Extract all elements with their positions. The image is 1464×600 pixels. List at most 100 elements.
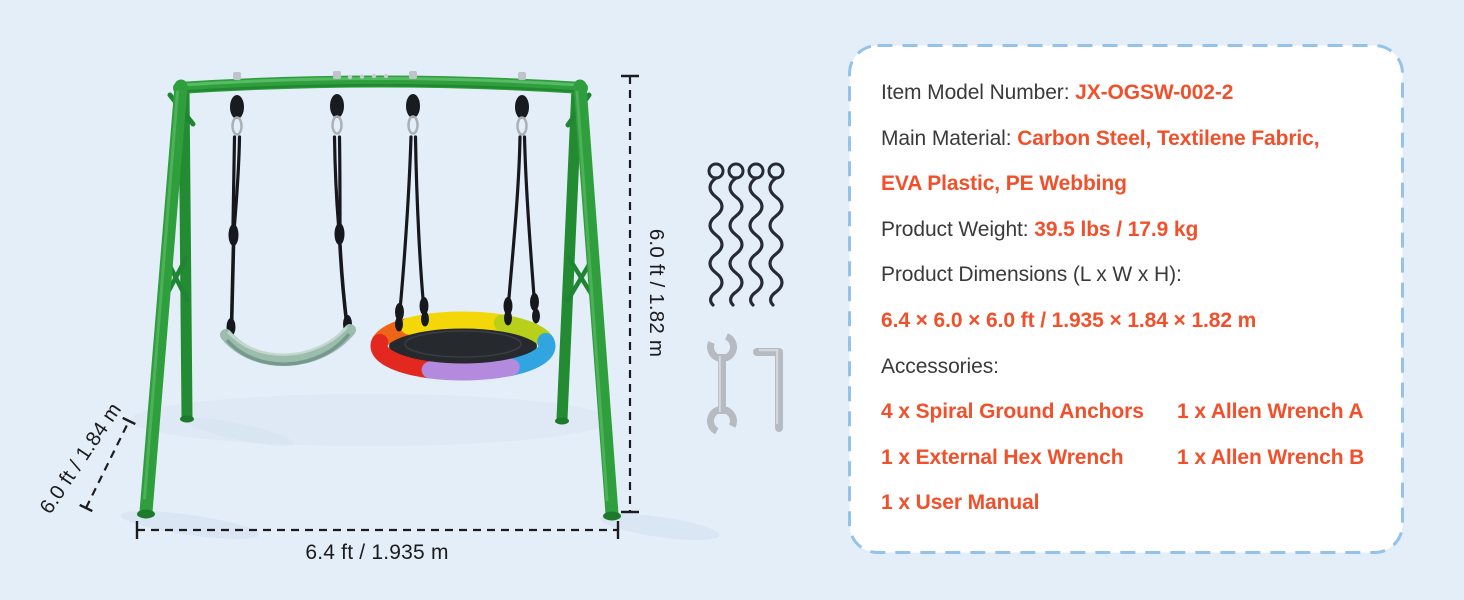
spec-card: Item Model Number: JX-OGSW-002-2 Main Ma… — [848, 44, 1404, 554]
rope-buckle — [395, 303, 404, 321]
depth-dimension-label: 6.0 ft / 1.84 m — [35, 399, 126, 518]
anchor-ring — [747, 162, 765, 180]
front-left-foot — [137, 509, 155, 519]
bolt — [383, 73, 389, 79]
spec-label: Main Material: — [881, 126, 1018, 150]
anchor-ring — [767, 162, 785, 180]
hanger-bracket — [233, 72, 241, 80]
shadow — [186, 418, 294, 446]
rope — [332, 135, 341, 227]
carabiner — [516, 116, 528, 136]
saucer-swing — [370, 308, 556, 381]
spec-line-material-2: EVA Plastic, PE Webbing — [881, 161, 1372, 207]
accessory-item — [1177, 480, 1372, 526]
rope — [231, 135, 237, 227]
spec-line-dimensions-value: 6.4 × 6.0 × 6.0 ft / 1.935 × 1.84 × 1.82… — [881, 298, 1372, 344]
accessory-item: 1 x User Manual — [881, 491, 1040, 515]
dim-cap — [79, 503, 93, 513]
spiral-ground-anchor-icons — [707, 162, 785, 307]
spec-value: 39.5 lbs / 17.9 kg — [1034, 217, 1199, 241]
rope-wrap — [421, 311, 429, 327]
spiral-ground-anchor-icon — [727, 162, 745, 307]
spiral-ground-anchor-icon — [767, 162, 785, 307]
rear-right-foot — [555, 417, 569, 425]
accessories-row: 4 x Spiral Ground Anchors 1 x Allen Wrenc… — [881, 389, 1372, 435]
hanger-body — [330, 94, 344, 118]
belt-seat-edge — [225, 332, 351, 366]
rope-buckle — [228, 224, 239, 246]
rope — [232, 135, 242, 227]
hanger — [515, 72, 529, 136]
belt-seat — [220, 324, 356, 366]
accessory-item: 1 x Allen Wrench B — [1177, 445, 1365, 469]
width-dimension-label: 6.4 ft / 1.935 m — [305, 541, 448, 564]
carabiner — [231, 116, 243, 136]
rope — [229, 243, 236, 330]
depth-dimension-line — [85, 420, 130, 509]
belt-seat-highlight — [227, 326, 348, 356]
rope — [413, 135, 427, 317]
hanger-bracket — [518, 72, 526, 80]
rope — [397, 135, 413, 322]
anchor-ring — [727, 162, 745, 180]
front-right-leg-highlight — [575, 90, 609, 502]
spec-line-model: Item Model Number: JX-OGSW-002-2 — [881, 70, 1372, 116]
anchor-spiral — [768, 176, 784, 307]
ground-shadows — [120, 394, 720, 540]
spec-line-weight: Product Weight: 39.5 lbs / 17.9 kg — [881, 207, 1372, 253]
height-dimension-label: 6.0 ft / 1.82 m — [645, 229, 668, 357]
rim-red — [370, 333, 439, 379]
accessory-item: 4 x Spiral Ground Anchors — [881, 400, 1144, 424]
rim-purple — [421, 358, 520, 381]
bolt — [347, 74, 353, 80]
hanger-body — [515, 95, 529, 119]
allen-wrench-body — [753, 348, 783, 432]
rope-buckle — [419, 297, 429, 315]
spec-value: 6.4 × 6.0 × 6.0 ft / 1.935 × 1.84 × 1.82… — [881, 308, 1257, 332]
anchor-spiral — [728, 176, 744, 307]
beam-bolts — [162, 73, 599, 101]
corner-bolt — [162, 95, 168, 101]
hanger-bracket — [409, 71, 417, 79]
allen-wrench-icon — [753, 348, 783, 432]
spec-label: Accessories: — [881, 354, 999, 378]
rim-yellow — [400, 311, 511, 335]
hanger — [330, 71, 344, 135]
accessories-row: 1 x External Hex Wrench 1 x Allen Wrench … — [881, 435, 1372, 481]
shadow — [120, 511, 260, 539]
anchor-spiral — [748, 176, 764, 307]
accessories-row: 1 x User Manual — [881, 480, 1372, 526]
wrench-top-jaw — [707, 333, 738, 363]
rope-buckle — [503, 297, 513, 315]
rope-buckle — [530, 293, 539, 311]
spec-card-border — [848, 44, 1404, 554]
spec-line-dimensions-title: Product Dimensions (L x W x H): — [881, 252, 1372, 298]
rope-wrap — [395, 316, 403, 332]
corner-bolt — [593, 95, 599, 101]
shadow — [600, 514, 720, 540]
included-tools — [707, 162, 785, 435]
rope-wrap — [532, 308, 540, 324]
rope — [522, 135, 537, 312]
hanger — [230, 72, 244, 136]
spec-value: JX-OGSW-002-2 — [1075, 81, 1234, 104]
dashed-border — [848, 44, 1404, 554]
dim-cap — [122, 416, 136, 426]
top-beam-highlight — [182, 77, 579, 87]
open-end-wrench-icon — [707, 333, 738, 435]
hanger-body — [230, 95, 244, 119]
saucer-mat-stitch — [404, 330, 522, 358]
belt-swing-ropes — [226, 135, 352, 336]
rear-left-foot — [180, 415, 194, 423]
allen-wrench-highlight — [759, 349, 779, 424]
front-left-leg-highlight — [143, 90, 179, 500]
saucer-swing-ropes — [395, 135, 539, 322]
hanger-body — [406, 94, 420, 118]
spiral-ground-anchor-icon — [747, 162, 765, 307]
spec-label: Product Dimensions (L x W x H): — [881, 263, 1182, 287]
hanger — [406, 71, 420, 135]
front-right-leg — [573, 79, 619, 521]
anchor-ring — [707, 162, 725, 180]
rear-right-leg — [556, 82, 583, 425]
spec-label: Product Weight: — [881, 217, 1035, 241]
